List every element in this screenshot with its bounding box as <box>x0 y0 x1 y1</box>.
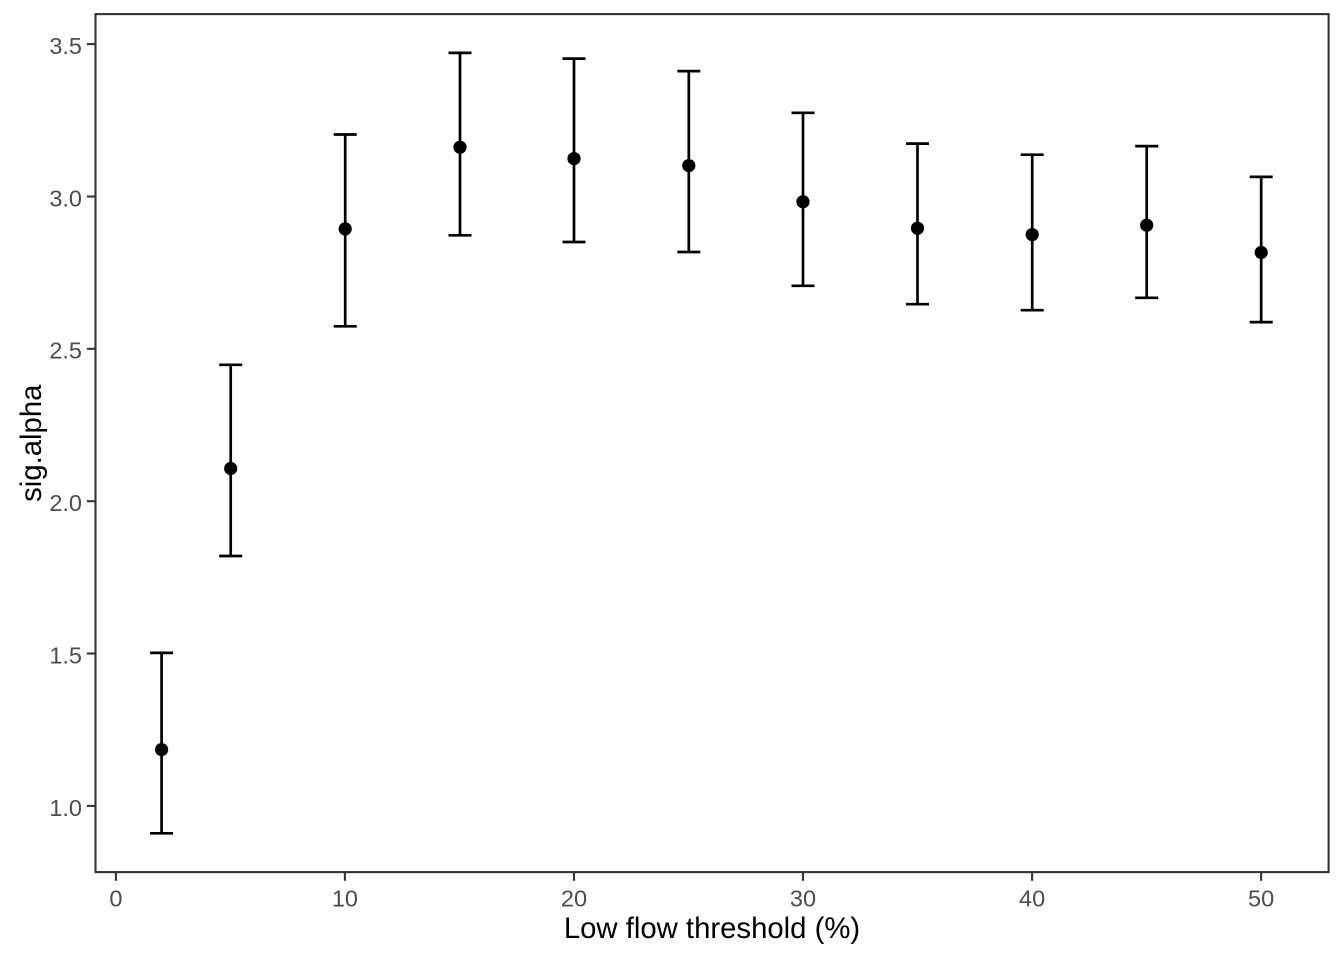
svg-text:3.0: 3.0 <box>49 185 82 211</box>
svg-text:20: 20 <box>561 885 587 911</box>
svg-text:40: 40 <box>1019 885 1045 911</box>
svg-text:2.5: 2.5 <box>49 338 82 364</box>
svg-text:3.5: 3.5 <box>49 33 82 59</box>
svg-text:30: 30 <box>790 885 816 911</box>
svg-text:1.5: 1.5 <box>49 642 82 668</box>
svg-text:Low flow threshold (%): Low flow threshold (%) <box>564 912 860 945</box>
svg-text:50: 50 <box>1248 885 1274 911</box>
svg-text:1.0: 1.0 <box>49 795 82 821</box>
svg-text:2.0: 2.0 <box>49 490 82 516</box>
svg-text:10: 10 <box>332 885 358 911</box>
svg-text:0: 0 <box>109 885 122 911</box>
svg-text:sig.alpha: sig.alpha <box>15 384 48 502</box>
